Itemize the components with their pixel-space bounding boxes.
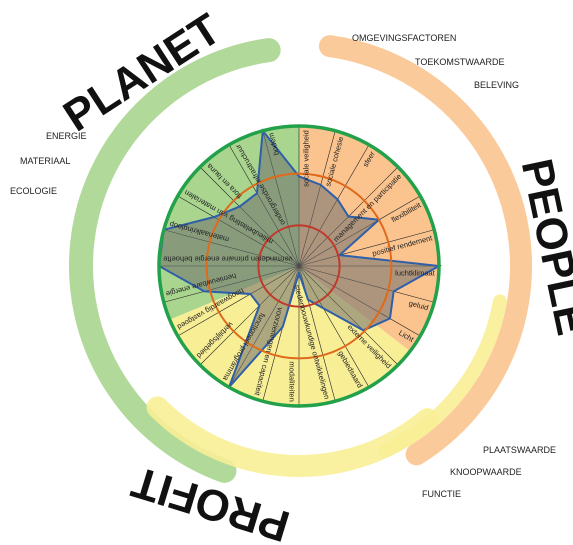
axis-label: verminderen primaire energie behoefte xyxy=(163,254,292,263)
group-item: PLAATSWAARDE xyxy=(483,445,556,455)
sector xyxy=(169,266,411,406)
background-layer xyxy=(69,35,532,483)
group-arc xyxy=(378,294,507,458)
ring xyxy=(205,172,393,360)
group-item: ECOLOGIE xyxy=(10,186,57,196)
group-item: OMGEVINGSFACTOREN xyxy=(352,33,456,43)
group-item: BELEVING xyxy=(474,80,519,90)
group-item: TOEKOMSTWAARDE xyxy=(415,57,505,67)
group-item: KNOOPWAARDE xyxy=(450,467,522,477)
axis-label: sociale veiligheid xyxy=(302,130,311,187)
group-item: FUNCTIE xyxy=(422,489,461,499)
ring xyxy=(257,224,341,308)
group-arc xyxy=(69,38,281,483)
group-arc xyxy=(318,35,532,466)
group-item: ENERGIE xyxy=(46,131,87,141)
axis-label: luchtklimaat xyxy=(395,269,436,278)
axis-label: modaliteiten xyxy=(287,361,296,401)
group-item: MATERIAAL xyxy=(20,156,70,166)
sector xyxy=(299,126,440,352)
ring xyxy=(157,124,441,408)
